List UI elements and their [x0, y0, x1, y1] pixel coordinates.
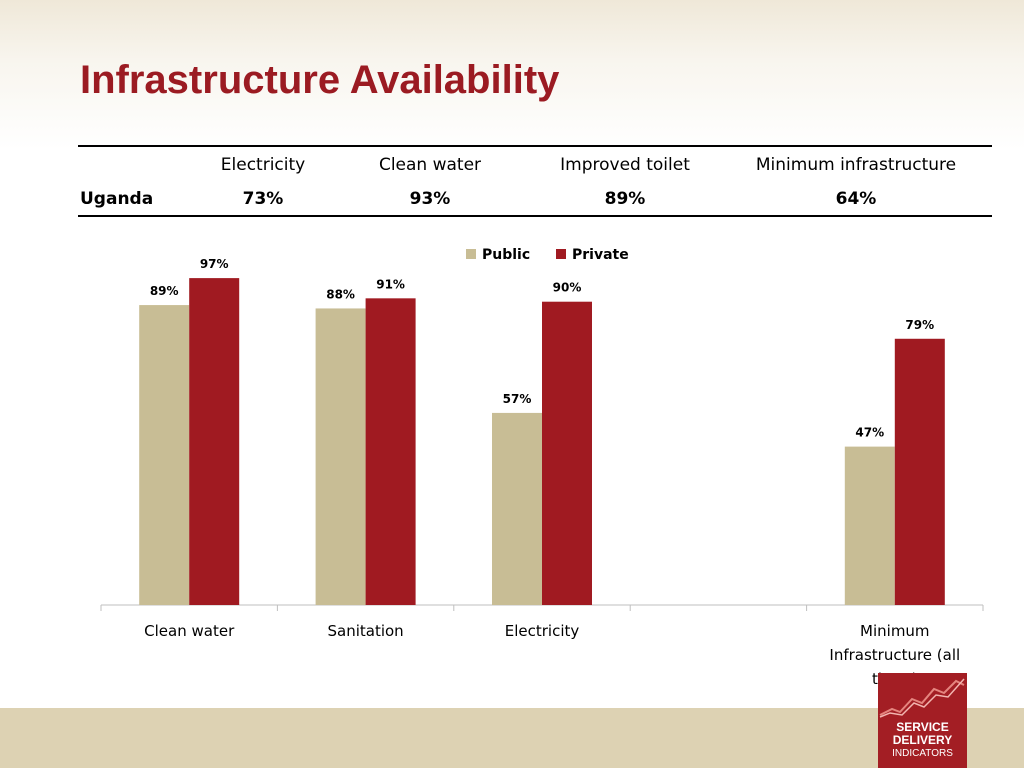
logo-trend-icon — [879, 678, 965, 718]
logo-line-3: INDICATORS — [892, 748, 953, 759]
bar-public — [139, 305, 190, 605]
footer-band — [0, 708, 1024, 768]
data-label-private: 90% — [553, 281, 582, 295]
logo-line-1: SERVICE — [896, 720, 949, 734]
value-clean-water: 93% — [409, 189, 451, 209]
data-label-private: 97% — [200, 257, 229, 271]
value-improved-toilet: 89% — [604, 189, 646, 209]
header-minimum-infrastructure: Minimum infrastructure — [755, 155, 957, 175]
category-label: Clean water — [144, 622, 235, 640]
uganda-stats-table: Electricity Clean water Improved toilet … — [78, 145, 992, 217]
header-improved-toilet: Improved toilet — [560, 155, 690, 175]
legend-label-public: Public — [482, 247, 530, 263]
legend-swatch-public — [466, 249, 476, 259]
data-label-public: 88% — [326, 287, 355, 301]
bar-private — [542, 301, 592, 605]
bar-private — [894, 338, 945, 605]
data-label-private: 79% — [905, 318, 934, 332]
bar-private — [365, 298, 416, 605]
data-label-public: 47% — [855, 426, 884, 440]
slide-title: Infrastructure Availability — [80, 58, 560, 102]
data-label-public: 57% — [503, 392, 532, 406]
bar-public — [315, 308, 366, 605]
category-label: Infrastructure (all — [829, 646, 960, 664]
legend-label-private: Private — [572, 247, 629, 263]
value-minimum-infrastructure: 64% — [835, 189, 877, 209]
category-label: Electricity — [505, 622, 580, 640]
bar-private — [189, 278, 240, 605]
category-label: Minimum — [860, 622, 930, 640]
data-label-public: 89% — [150, 284, 179, 298]
row-label-uganda: Uganda — [80, 189, 154, 209]
value-electricity: 73% — [242, 189, 284, 209]
header-clean-water: Clean water — [378, 155, 482, 175]
data-label-private: 91% — [376, 277, 405, 291]
legend-swatch-private — [556, 249, 566, 259]
header-electricity: Electricity — [220, 155, 306, 175]
bar-chart: 89% 88% 57% 47% 97% 91% 90% 79% Clean water Sanit… — [100, 247, 984, 688]
logo-line-2: DELIVERY — [892, 733, 953, 747]
category-label: Sanitation — [327, 622, 403, 640]
bar-public — [844, 446, 895, 605]
bar-public — [492, 412, 542, 605]
service-delivery-indicators-logo: SERVICE DELIVERY INDICATORS — [878, 673, 967, 768]
